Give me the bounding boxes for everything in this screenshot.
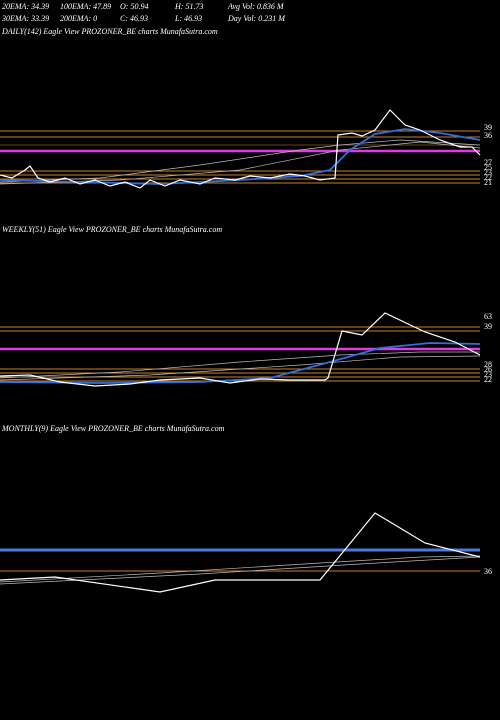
level-label: 63: [484, 312, 492, 321]
ema-line: [0, 128, 481, 185]
level-label: 21: [484, 178, 492, 187]
level-label: 22: [484, 173, 492, 182]
level-label: 23: [484, 168, 492, 177]
daily-plot: [0, 109, 481, 189]
monthly-plot: [0, 512, 481, 593]
header-stat: 200EMA: 0: [60, 14, 97, 23]
price-line: [0, 109, 481, 189]
level-label: 36: [484, 131, 492, 140]
header-stat: Avg Vol: 0.836 M: [227, 2, 285, 11]
ema-line: [0, 555, 481, 583]
level-label: 39: [484, 322, 492, 331]
price-line: [0, 312, 481, 387]
level-label: 26: [484, 365, 492, 374]
price-line: [0, 512, 481, 593]
ema-line: [0, 141, 481, 185]
panel-title: DAILY(142) Eagle View PROZONER_BE charts…: [1, 27, 218, 36]
header-stat: O: 50.94: [120, 2, 148, 11]
ema-line: [0, 355, 481, 381]
panel-title: WEEKLY(51) Eagle View PROZONER_BE charts…: [2, 225, 222, 234]
ema-line: [0, 342, 481, 384]
ema-line: [0, 139, 481, 183]
level-label: 28: [484, 360, 492, 369]
header-stat: 30EMA: 33.39: [1, 14, 49, 23]
level-label: 36: [484, 567, 492, 576]
header-stat: 20EMA: 34.39: [2, 2, 49, 11]
ema-line: [0, 556, 481, 585]
weekly-plot: [0, 312, 481, 387]
level-label: 25: [484, 163, 492, 172]
ema-line: [0, 351, 480, 379]
header-stat: C: 46.93: [120, 14, 148, 23]
header-stat: H: 51.73: [174, 2, 203, 11]
header-stat: Day Vol: 0.231 M: [227, 14, 286, 23]
level-label: 23: [484, 370, 492, 379]
panel-title: MONTHLY(9) Eagle View PROZONER_BE charts…: [1, 424, 225, 433]
header-stat: 100EMA: 47.89: [60, 2, 111, 11]
level-label: 27: [484, 158, 492, 167]
level-label: 22: [484, 375, 492, 384]
level-label: 39: [484, 123, 492, 132]
header-stat: L: 46.93: [174, 14, 202, 23]
